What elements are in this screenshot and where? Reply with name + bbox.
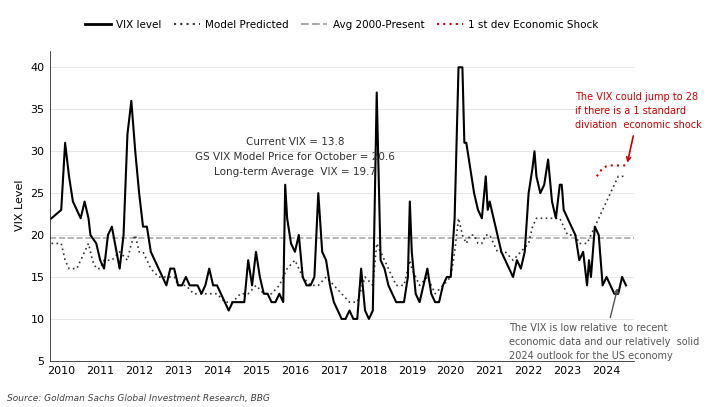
Text: Source: Goldman Sachs Global Investment Research, BBG: Source: Goldman Sachs Global Investment … — [7, 394, 270, 403]
Text: Current VIX = 13.8
GS VIX Model Price for October = 20.6
Long-term Average  VIX : Current VIX = 13.8 GS VIX Model Price fo… — [195, 138, 395, 177]
Y-axis label: VIX Level: VIX Level — [15, 180, 25, 232]
Text: The VIX could jump to 28
if there is a 1 standard
diviation  economic shock: The VIX could jump to 28 if there is a 1… — [575, 92, 702, 161]
Text: The VIX is low relative  to recent
economic data and our relatively  solid
2024 : The VIX is low relative to recent econom… — [509, 289, 699, 361]
Legend: VIX level, Model Predicted, Avg 2000-Present, 1 st dev Economic Shock: VIX level, Model Predicted, Avg 2000-Pre… — [81, 15, 603, 34]
